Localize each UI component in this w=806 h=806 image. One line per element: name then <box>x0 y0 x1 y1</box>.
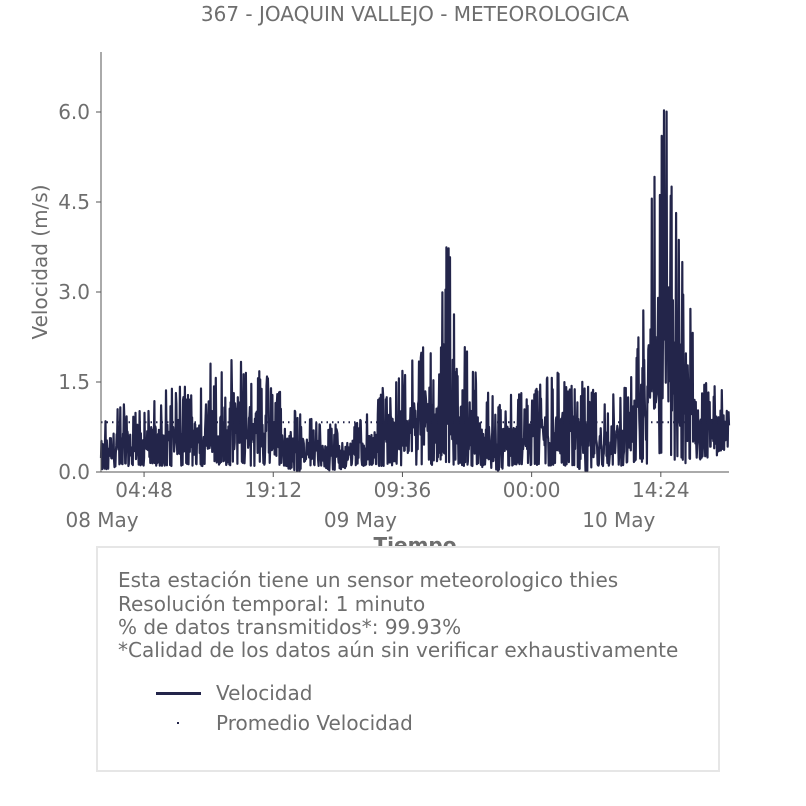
x-tick-label: 04:48 <box>115 478 173 502</box>
x-tick-label: 09:36 <box>374 478 432 502</box>
y-axis-ticks: 0.0 1.5 3.0 4.5 6.0 <box>58 100 101 484</box>
x-date-label: 10 May <box>582 508 655 532</box>
legend-dot-swatch <box>177 722 179 724</box>
y-tick-label: 6.0 <box>58 100 90 124</box>
y-tick-label: 1.5 <box>58 370 90 394</box>
info-legend-box: Esta estación tiene un sensor meteorolog… <box>96 546 720 772</box>
info-resolution-text: Resolución temporal: 1 minuto <box>118 592 426 616</box>
legend-label-promedio: Promedio Velocidad <box>216 711 413 735</box>
y-tick-label: 3.0 <box>58 280 90 304</box>
plot-area <box>99 109 731 473</box>
legend-label-velocidad: Velocidad <box>216 681 313 705</box>
chart-title: 367 - JOAQUIN VALLEJO - METEOROLOGICA <box>201 2 630 26</box>
info-transmitted-text: % de datos transmitidos*: 99.93% <box>118 615 462 639</box>
x-axis-ticks: 04:48 08 May 19:12 09:36 09 May 00:00 14:24 10 … <box>65 472 690 532</box>
y-tick-label: 4.5 <box>58 190 90 214</box>
x-date-label: 08 May <box>65 508 138 532</box>
info-sensor-text: Esta estación tiene un sensor meteorolog… <box>118 568 619 592</box>
velocidad-series-line <box>99 109 731 473</box>
x-date-label: 09 May <box>324 508 397 532</box>
x-tick-label: 00:00 <box>503 478 561 502</box>
x-tick-label: 14:24 <box>632 478 690 502</box>
y-axis-label: Velocidad (m/s) <box>28 184 52 339</box>
y-tick-label: 0.0 <box>58 460 90 484</box>
x-tick-label: 19:12 <box>244 478 302 502</box>
legend-line-swatch <box>156 692 201 695</box>
info-quality-text: *Calidad de los datos aún sin verificar … <box>118 638 679 662</box>
